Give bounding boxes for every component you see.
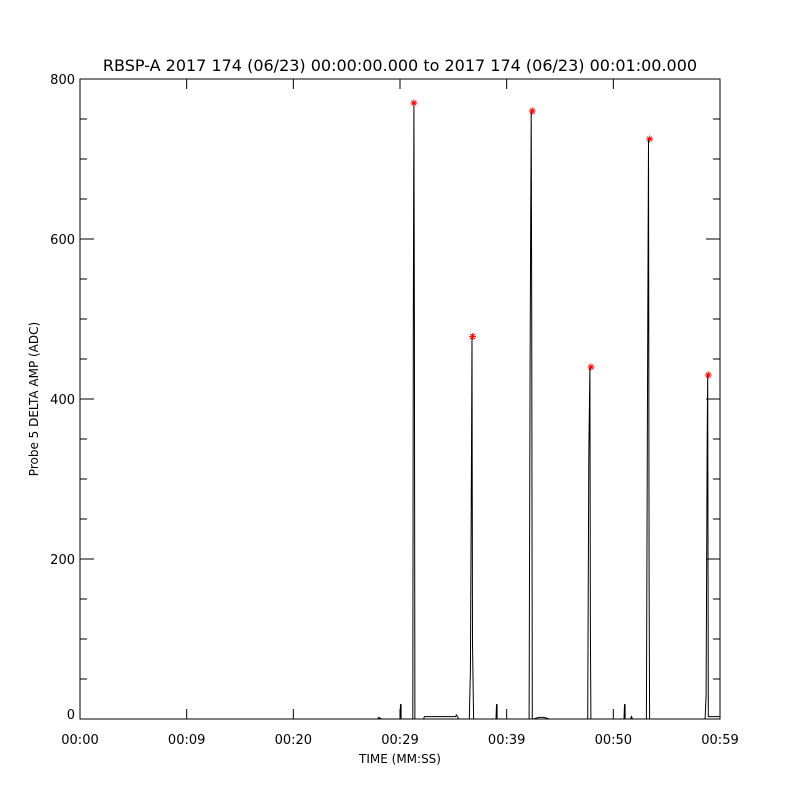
y-tick-label: 400: [50, 393, 75, 408]
data-line: [80, 102, 720, 720]
peak-marker: [704, 371, 712, 379]
peak-marker: [410, 99, 418, 107]
x-tick-label: 00:50: [595, 733, 632, 748]
series: [80, 102, 720, 720]
y-tick-label: 200: [50, 553, 75, 568]
peak-marker: [528, 107, 536, 115]
x-tick-label: 00:20: [275, 733, 312, 748]
plot-frame: [79, 78, 721, 720]
marker-stroke: [411, 100, 417, 106]
x-tick-label: 00:00: [61, 733, 98, 748]
marker-stroke: [646, 136, 653, 142]
y-axis-label: Probe 5 DELTA AMP (ADC): [27, 322, 41, 476]
x-tick-label: 00:09: [168, 733, 205, 748]
marker-stroke: [588, 364, 594, 370]
peak-markers: [410, 99, 712, 379]
x-tick-label: 00:39: [488, 733, 525, 748]
tick-labels: 0 200 400 600 800 00:00 00:09 00:20 00:29 00:39 00…: [50, 73, 739, 748]
chart-title: RBSP-A 2017 174 (06/23) 00:00:00.000 to …: [103, 56, 697, 75]
x-tick-label: 00:59: [701, 733, 738, 748]
y-tick-label: 0: [67, 708, 75, 723]
y-tick-label: 800: [50, 73, 75, 88]
marker-stroke: [529, 108, 536, 114]
x-axis-label: TIME (MM:SS): [358, 752, 441, 766]
peak-marker: [587, 363, 595, 371]
axes: [79, 78, 721, 720]
marker-stroke: [705, 372, 712, 378]
peak-marker: [646, 135, 654, 143]
peak-marker: [469, 333, 477, 341]
marker-stroke: [469, 333, 476, 340]
y-tick-label: 600: [50, 233, 75, 248]
x-tick-label: 00:29: [381, 733, 418, 748]
